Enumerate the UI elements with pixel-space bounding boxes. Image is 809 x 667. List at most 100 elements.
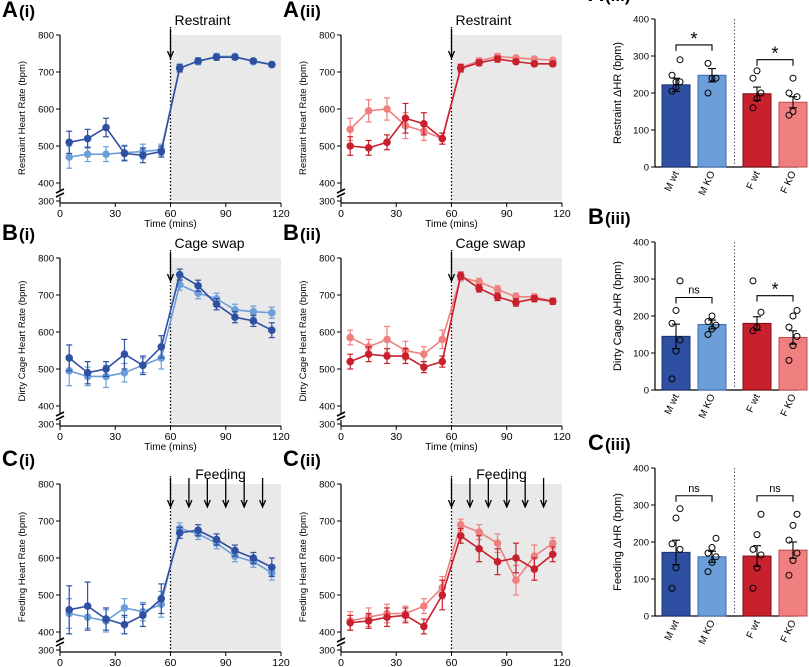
panel-letter: B	[283, 220, 299, 245]
individual-point	[712, 553, 720, 561]
y-tick-label: 500	[319, 591, 335, 602]
stimulus-label: Restraint	[456, 12, 512, 28]
y-tick-label: 300	[38, 197, 54, 208]
individual-point	[789, 342, 797, 350]
data-point	[493, 293, 502, 301]
category-label: M wt	[663, 392, 682, 416]
stimulus-label: Cage swap	[456, 235, 526, 251]
data-point	[65, 138, 74, 147]
individual-point	[676, 277, 684, 285]
y-tick-label: 100	[633, 126, 649, 137]
data-point	[438, 134, 447, 143]
data-point	[346, 125, 355, 134]
individual-point	[757, 308, 765, 316]
data-point	[175, 529, 184, 537]
data-point	[346, 333, 355, 342]
stimulus-label: Feeding	[476, 466, 527, 482]
stimulus-arrow	[466, 478, 474, 509]
x-tick-label: 30	[109, 657, 121, 667]
data-point	[438, 591, 447, 599]
data-point	[456, 271, 465, 280]
individual-point	[749, 584, 757, 592]
significance-label: ns	[688, 285, 700, 297]
data-point	[212, 300, 221, 309]
data-point	[475, 528, 483, 536]
data-point	[548, 539, 557, 547]
stimulus-arrow	[166, 478, 175, 509]
data-point	[548, 60, 557, 68]
data-point	[512, 57, 520, 66]
data-point	[120, 604, 129, 612]
individual-point	[749, 277, 757, 285]
y-tick-label: 300	[633, 52, 649, 63]
stimulus-arrow	[521, 478, 529, 509]
x-tick-label: 60	[165, 208, 177, 220]
bar	[697, 556, 727, 617]
data-point	[512, 576, 520, 584]
individual-point	[757, 551, 765, 559]
x-axis-label: Time (mins)	[425, 442, 477, 453]
data-point	[493, 285, 502, 294]
individual-point	[708, 312, 716, 320]
x-tick-label: 30	[109, 208, 121, 220]
series-WT	[65, 524, 276, 635]
individual-point	[785, 111, 793, 119]
x-tick-label: 30	[390, 657, 402, 667]
y-tick-label: 100	[633, 349, 649, 360]
stimulus-arrow	[447, 478, 456, 509]
individual-point	[712, 321, 720, 329]
data-point	[456, 520, 465, 529]
y-tick-label: 500	[38, 365, 54, 376]
data-point	[364, 107, 373, 115]
stimulus-region	[170, 258, 281, 424]
panel-sub: (i)	[19, 225, 35, 244]
axis-break-mark	[55, 637, 65, 647]
y-tick-label: 0	[644, 163, 649, 174]
data-point	[383, 352, 391, 360]
data-point	[212, 535, 221, 544]
data-point	[512, 298, 520, 307]
data-point	[475, 284, 483, 293]
individual-point	[793, 306, 801, 314]
individual-point	[704, 568, 712, 576]
panel-sub: (iii)	[605, 435, 631, 454]
stimulus-region	[451, 258, 562, 424]
data-point	[420, 602, 428, 610]
y-tick-label: 300	[319, 197, 335, 208]
individual-point	[753, 67, 761, 75]
x-tick-label: 0	[57, 657, 63, 667]
bar-chart-C(iii): C (iii) 0 100 200 300 400 Feeding ΔHR (bpm) M wt…	[588, 430, 808, 646]
category-label: M KO	[697, 169, 718, 197]
data-point	[346, 142, 355, 150]
data-point	[267, 326, 276, 334]
data-point	[102, 615, 110, 623]
category-label: F KO	[779, 618, 799, 644]
individual-point	[672, 347, 680, 355]
panel-sub: (ii)	[300, 451, 321, 470]
data-point	[346, 357, 355, 366]
data-point	[212, 53, 221, 61]
data-point	[249, 317, 258, 325]
data-point	[120, 368, 129, 377]
individual-point	[753, 323, 761, 331]
individual-point	[789, 108, 797, 115]
individual-point	[789, 521, 797, 529]
x-tick-label: 120	[553, 657, 571, 667]
individual-point	[753, 564, 761, 572]
y-tick-label: 0	[644, 612, 649, 623]
individual-point	[757, 510, 765, 518]
data-point	[231, 546, 239, 555]
stimulus-label: Cage swap	[175, 235, 245, 251]
x-tick-label: 90	[220, 657, 232, 667]
bar	[742, 93, 772, 168]
data-point	[364, 350, 373, 359]
data-point	[249, 307, 258, 316]
bar	[661, 84, 691, 168]
category-label: M wt	[663, 618, 682, 642]
x-tick-label: 90	[220, 208, 232, 220]
data-point	[383, 105, 391, 113]
individual-point	[676, 56, 684, 64]
individual-point	[676, 505, 684, 513]
y-tick-label: 500	[319, 142, 335, 153]
x-tick-label: 60	[165, 431, 177, 443]
